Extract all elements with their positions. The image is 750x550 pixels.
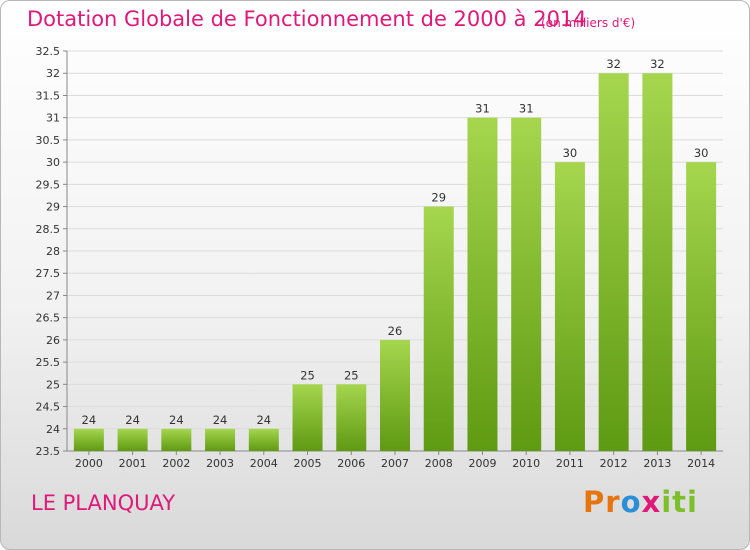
x-tick-label: 2007 (381, 457, 409, 470)
bar-2003 (205, 428, 236, 451)
bar-value-label: 30 (563, 146, 578, 160)
bar-2002 (161, 428, 192, 451)
brand-part-3: x (641, 485, 662, 519)
x-tick-label: 2002 (162, 457, 190, 470)
brand-part-2: o (620, 485, 642, 519)
bar-2008 (423, 206, 454, 451)
y-tick-label: 25.5 (36, 356, 61, 369)
y-tick-label: 26 (46, 334, 60, 347)
y-tick-label: 24.5 (36, 401, 61, 414)
y-tick-label: 24 (46, 423, 60, 436)
y-tick-label: 28.5 (36, 223, 61, 236)
y-tick-label: 31.5 (36, 89, 61, 102)
x-tick-label: 2014 (687, 457, 715, 470)
bar-2005 (292, 384, 323, 451)
x-tick-label: 2000 (75, 457, 103, 470)
y-tick-label: 32.5 (36, 45, 61, 58)
y-tick-label: 32 (46, 67, 60, 80)
axes: 23.5 24 24.5 25 25.5 26 26.5 27 27.5 28 28.5 29 29.5… (36, 45, 723, 458)
x-tick-label: 2005 (294, 457, 322, 470)
bar-2001 (117, 428, 148, 451)
x-tick-label: 2011 (556, 457, 584, 470)
bar-value-label: 31 (519, 102, 534, 116)
bar-value-label: 29 (431, 191, 446, 205)
y-tick-label: 30.5 (36, 134, 61, 147)
bars (73, 73, 717, 452)
brand-part-4: iti (661, 485, 698, 519)
bar-value-label: 31 (475, 102, 490, 116)
x-tick-label: 2012 (600, 457, 628, 470)
chart-subtitle: (en milliers d'€) (541, 16, 636, 30)
chart-title: Dotation Globale de Fonctionnement de 20… (27, 7, 587, 31)
bar-value-label: 25 (300, 368, 315, 382)
x-tick-label: 2013 (643, 457, 671, 470)
brand-part-1: Pr (583, 485, 621, 519)
bar-2012 (598, 73, 629, 451)
bar-2011 (554, 162, 585, 451)
bar-value-label: 24 (169, 413, 184, 427)
x-tick-label: 2003 (206, 457, 234, 470)
x-tick-label: 2004 (250, 457, 278, 470)
bar-value-label: 24 (213, 413, 228, 427)
commune-name: LE PLANQUAY (31, 491, 176, 515)
y-tick-label: 27.5 (36, 267, 61, 280)
bar-2013 (642, 73, 673, 451)
x-tick-label: 2009 (468, 457, 496, 470)
bar-value-label: 24 (82, 413, 97, 427)
bar-value-label: 24 (125, 413, 140, 427)
y-tick-label: 29 (46, 201, 60, 214)
labels: 24 2000 24 2001 24 2002 24 2003 24 2004 25 2005 25 20… (75, 57, 715, 470)
brand-logo: Proxiti (583, 485, 698, 519)
bar-2010 (511, 117, 542, 452)
y-tick-label: 28 (46, 245, 60, 258)
bar-2014 (686, 162, 717, 451)
y-tick-label: 31 (46, 112, 60, 125)
bar-value-label: 25 (344, 368, 359, 382)
x-tick-label: 2008 (425, 457, 453, 470)
y-tick-label: 30 (46, 156, 60, 169)
bar-2009 (467, 117, 498, 452)
bar-value-label: 26 (388, 324, 403, 338)
y-tick-label: 26.5 (36, 312, 61, 325)
bar-value-label: 32 (606, 57, 621, 71)
y-tick-label: 29.5 (36, 178, 61, 191)
y-tick-label: 25 (46, 378, 60, 391)
x-tick-label: 2006 (337, 457, 365, 470)
bar-value-label: 24 (256, 413, 271, 427)
bar-value-label: 30 (694, 146, 709, 160)
bar-2006 (336, 384, 367, 451)
bar-2000 (73, 428, 104, 451)
x-tick-label: 2001 (119, 457, 147, 470)
bar-value-label: 32 (650, 57, 665, 71)
y-tick-label: 23.5 (36, 445, 61, 458)
bar-2004 (248, 428, 279, 451)
y-tick-label: 27 (46, 289, 60, 302)
bar-2007 (380, 339, 410, 451)
x-tick-label: 2010 (512, 457, 540, 470)
